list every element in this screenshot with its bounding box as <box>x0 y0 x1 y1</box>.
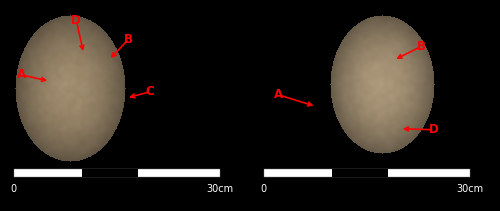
Text: 0: 0 <box>260 184 267 193</box>
Bar <box>264 169 470 177</box>
Text: C: C <box>146 85 154 98</box>
Text: B: B <box>417 40 426 53</box>
Bar <box>332 169 388 177</box>
Bar <box>14 169 220 177</box>
Text: A: A <box>16 68 26 81</box>
Text: 30cm: 30cm <box>456 184 483 193</box>
Text: B: B <box>124 32 133 46</box>
Text: D: D <box>72 14 81 27</box>
Text: 30cm: 30cm <box>206 184 234 193</box>
Bar <box>82 169 138 177</box>
Text: D: D <box>429 123 438 136</box>
Text: A: A <box>274 88 283 101</box>
Text: 0: 0 <box>10 184 17 193</box>
